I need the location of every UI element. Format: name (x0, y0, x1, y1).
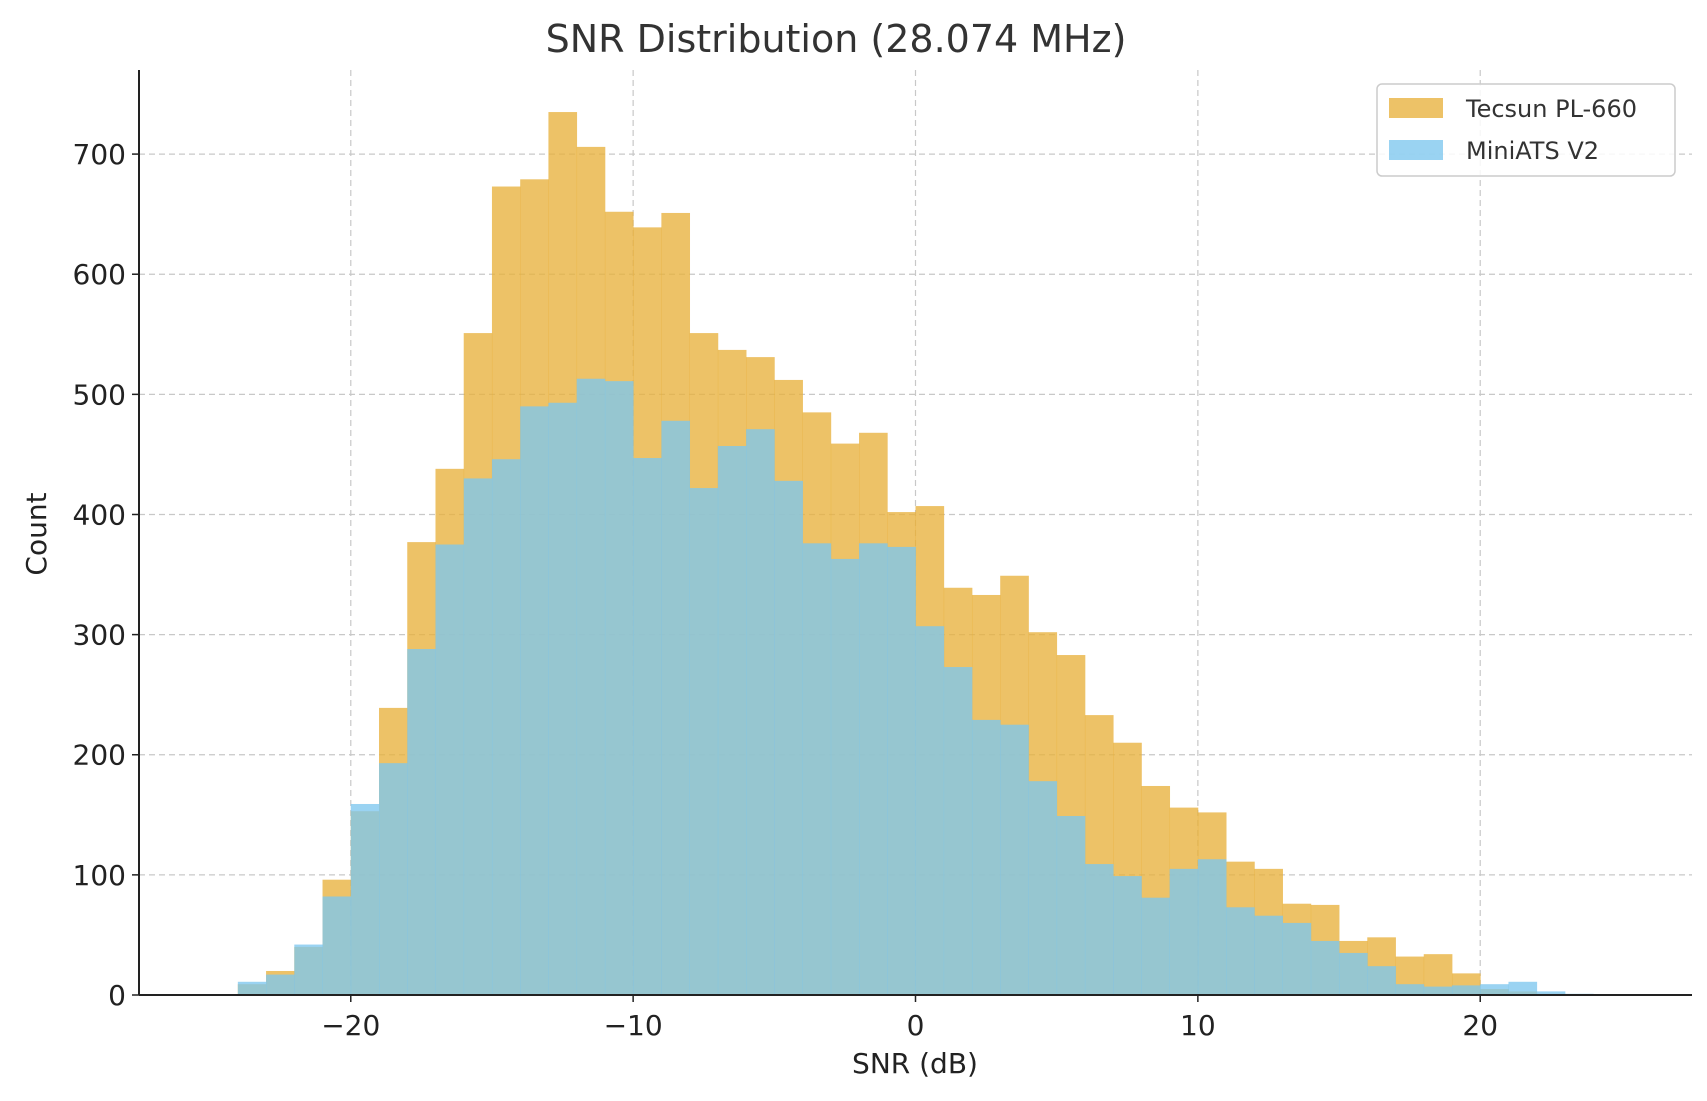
histogram-bar (1310, 940, 1340, 995)
y-tick-label: 0 (108, 979, 126, 1012)
histogram-bar (1395, 984, 1425, 995)
histogram-bar (1254, 915, 1283, 995)
legend-frame (1376, 83, 1676, 177)
legend: Tecsun PL-660 MiniATS V2 (1376, 83, 1676, 177)
histogram-bar (604, 381, 634, 995)
y-tick-label: 700 (73, 138, 126, 171)
x-tick-label: −10 (604, 1009, 663, 1042)
histogram-bar (1084, 864, 1114, 995)
y-tick-label: 100 (73, 859, 126, 892)
histogram-bar (1536, 991, 1566, 995)
x-tick-label: 10 (1180, 1009, 1216, 1042)
x-axis-label: SNR (dB) (852, 1047, 978, 1080)
histogram-bar (1451, 985, 1481, 995)
histogram-bar (548, 402, 578, 995)
legend-label-tecsun: Tecsun PL-660 (1465, 95, 1637, 123)
chart-title: SNR Distribution (28.074 MHz) (546, 17, 1127, 61)
x-tick-label: 0 (907, 1009, 925, 1042)
histogram-bar (1226, 907, 1255, 995)
histogram-bar (1000, 724, 1029, 995)
y-tick-label: 300 (73, 619, 126, 652)
histogram-bar (717, 446, 747, 996)
y-tick-label: 200 (73, 739, 126, 772)
histogram-bar (830, 558, 860, 995)
histogram-bar (802, 543, 832, 995)
histogram-bar (520, 406, 549, 995)
histogram-bar (407, 649, 436, 995)
histogram-bar (1480, 984, 1509, 995)
histogram-bar (237, 981, 267, 995)
histogram-bar (689, 488, 719, 995)
bars (237, 112, 1594, 996)
histogram-bar (1423, 986, 1453, 995)
histogram-bar (1113, 876, 1142, 995)
histogram-bar (1282, 922, 1312, 995)
histogram-bar (1339, 952, 1368, 995)
y-axis-label: Count (20, 492, 53, 575)
histogram-bar (491, 459, 521, 995)
histogram-bar (463, 478, 493, 996)
histogram-bar (435, 544, 465, 995)
histogram-bar (1367, 966, 1396, 995)
histogram-bar (661, 420, 691, 995)
histogram-bar (1141, 897, 1171, 995)
series-1 (237, 378, 1594, 996)
histogram-bar (1056, 816, 1086, 995)
histogram-bar (1508, 981, 1538, 995)
y-tick-label: 400 (73, 498, 126, 531)
histogram-bar (633, 458, 662, 995)
histogram-bar (576, 378, 606, 995)
histogram-bar (1169, 868, 1199, 995)
histogram-bar (350, 803, 380, 995)
histogram-bar (943, 667, 973, 995)
y-tick-label: 600 (73, 258, 126, 291)
legend-label-miniats: MiniATS V2 (1466, 137, 1599, 165)
histogram-bar (887, 546, 916, 995)
x-tick-label: −20 (321, 1009, 380, 1042)
histogram-bar (294, 944, 323, 995)
legend-swatch-tecsun (1389, 98, 1443, 118)
histogram-bar (379, 763, 408, 995)
histogram-bar (322, 896, 352, 995)
y-tick-label: 500 (73, 378, 126, 411)
x-tick-label: 20 (1462, 1009, 1498, 1042)
histogram-bar (1197, 859, 1227, 995)
histogram-bar (746, 429, 775, 995)
histogram-bar (915, 626, 945, 995)
histogram-bar (971, 719, 1001, 995)
legend-swatch-miniats (1389, 140, 1443, 160)
histogram-bar (774, 480, 803, 996)
histogram-bar (1028, 781, 1058, 995)
histogram-bar (266, 974, 295, 995)
histogram-bar (859, 543, 888, 995)
